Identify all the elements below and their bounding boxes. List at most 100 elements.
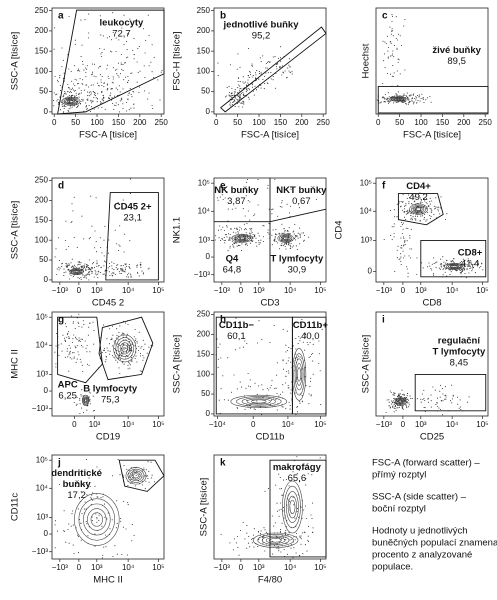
event-dot [287, 360, 289, 362]
event-dot [258, 243, 260, 245]
event-dot [139, 352, 141, 354]
event-dot [60, 343, 62, 345]
event-dot [470, 267, 472, 269]
event-dot [79, 358, 81, 360]
event-dot [96, 262, 98, 264]
event-dot [93, 108, 95, 110]
event-dot [286, 203, 288, 205]
event-dot [111, 81, 113, 83]
event-dot [130, 72, 132, 74]
event-dot [248, 385, 250, 387]
event-dot [247, 210, 249, 212]
event-dot [85, 105, 87, 108]
event-dot [239, 529, 242, 532]
event-dot [417, 95, 419, 97]
event-dot [117, 104, 119, 106]
event-dot [127, 56, 129, 58]
event-dot [142, 355, 144, 357]
event-dot [402, 245, 404, 247]
event-dot [62, 13, 64, 15]
event-dot [122, 103, 124, 105]
event-dot [113, 108, 115, 110]
event-dot [393, 394, 395, 396]
event-dot [76, 338, 78, 341]
y-tick-label: 150 [35, 46, 49, 55]
event-dot [92, 271, 94, 273]
event-dot [134, 485, 136, 487]
y-tick-label: 10⁴ [36, 340, 49, 349]
gate-name: živé buňky [432, 45, 481, 56]
event-dot [96, 101, 98, 103]
event-dot [218, 237, 220, 239]
event-dot [226, 236, 228, 238]
event-dot [54, 75, 56, 77]
contour [78, 498, 116, 541]
event-dot [75, 404, 77, 406]
event-dot [382, 40, 384, 42]
event-dot [71, 220, 73, 223]
event-dot [411, 203, 413, 205]
event-dot [396, 48, 398, 51]
event-dot [216, 338, 218, 340]
event-dot [61, 350, 63, 352]
event-dot [217, 62, 219, 64]
gate-name: makrofágy [273, 462, 322, 473]
event-dot [116, 349, 118, 352]
event-dot [422, 267, 424, 269]
event-dot [106, 84, 108, 86]
contour [115, 337, 135, 360]
event-dot [75, 361, 77, 363]
event-dot [126, 81, 129, 83]
contour [398, 400, 403, 403]
event-dot [88, 274, 90, 276]
event-dot [272, 56, 274, 58]
event-dot [380, 101, 382, 103]
contour [125, 467, 147, 485]
event-dot [67, 264, 69, 266]
event-dot [77, 351, 79, 353]
event-dot [246, 88, 248, 91]
event-dot [55, 94, 57, 96]
event-dot [133, 336, 135, 338]
event-dot [229, 236, 231, 238]
event-dot [305, 385, 307, 387]
event-dot [237, 231, 239, 233]
event-dot [112, 31, 114, 33]
event-dot [391, 20, 393, 23]
contour [394, 396, 407, 406]
gate-name: CD11b+ [293, 320, 329, 331]
event-dot [86, 107, 88, 109]
event-dot [392, 65, 394, 67]
x-tick-label: −10³ [376, 420, 393, 429]
event-dot [91, 74, 93, 76]
contour [74, 493, 120, 546]
event-dot [242, 94, 244, 96]
event-dot [153, 56, 155, 58]
event-dot [441, 263, 443, 265]
event-dot [436, 402, 438, 404]
event-dot [442, 256, 444, 258]
event-dot [440, 196, 442, 198]
event-dot [262, 240, 264, 243]
event-dot [123, 44, 125, 46]
event-dot [465, 277, 467, 279]
event-dot [312, 373, 314, 375]
event-dot [136, 340, 138, 342]
event-dot [265, 531, 268, 533]
event-dot [278, 395, 280, 397]
x-tick-label: 100 [414, 118, 428, 127]
event-dot [234, 227, 236, 229]
event-dot [137, 272, 139, 274]
event-dot [85, 269, 87, 271]
event-dot [242, 521, 244, 523]
event-dot [403, 94, 405, 96]
event-dot [215, 235, 217, 237]
event-dot [144, 487, 146, 489]
event-dot [102, 99, 104, 101]
event-dot [85, 274, 87, 276]
event-dot [95, 97, 97, 99]
event-dot [258, 539, 260, 541]
event-dot [106, 338, 108, 340]
event-dot [130, 356, 133, 358]
